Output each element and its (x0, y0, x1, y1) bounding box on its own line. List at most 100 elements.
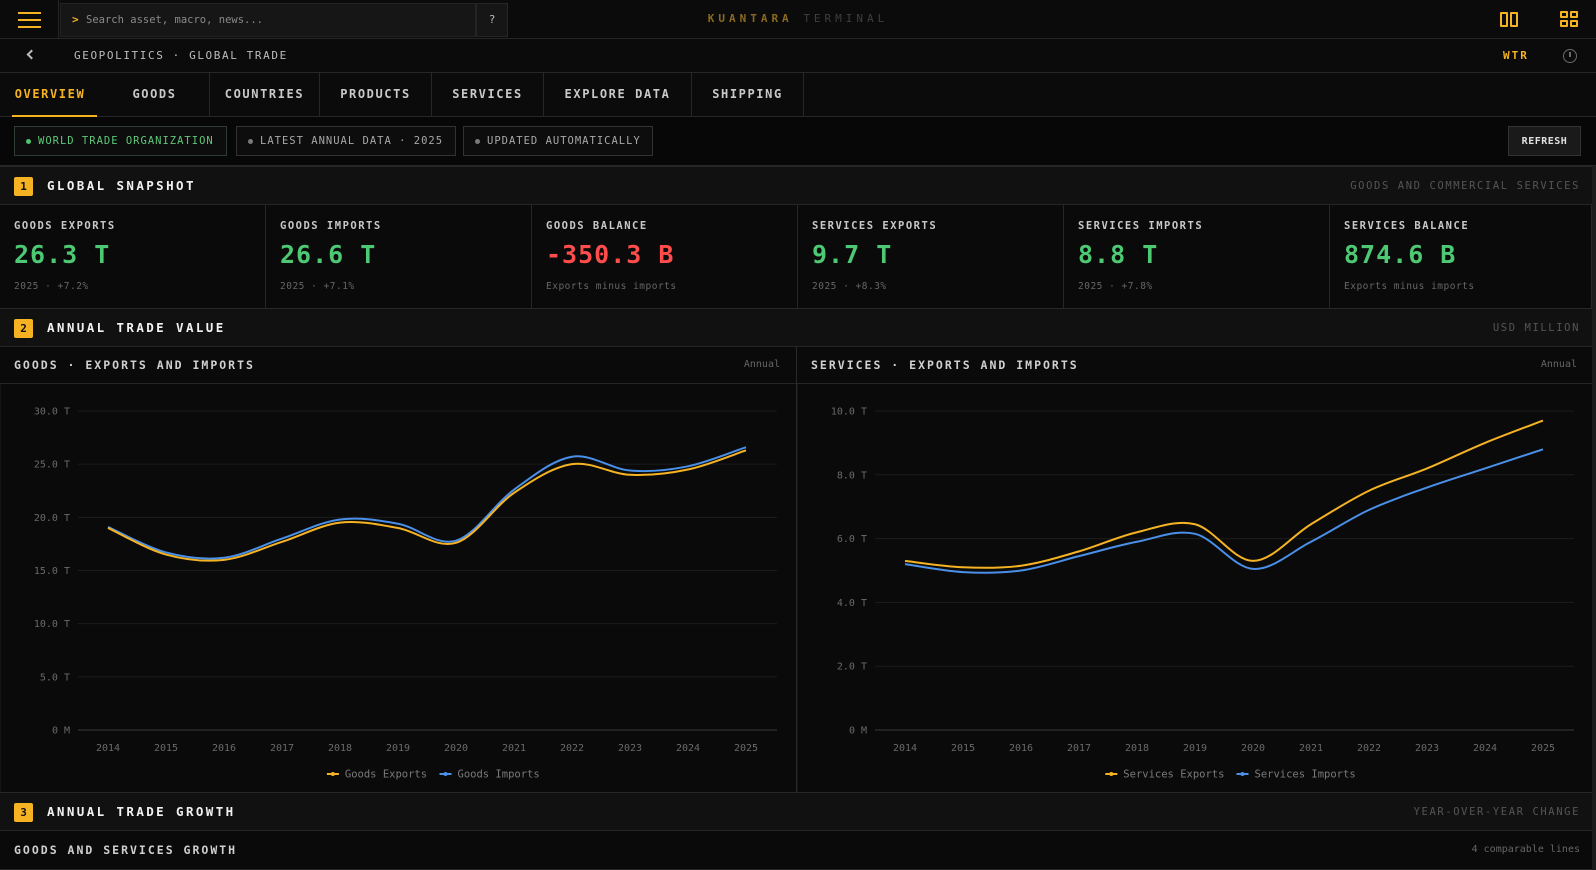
x-tick-label: 2015 (154, 743, 178, 754)
series-line-exports[interactable] (107, 449, 747, 562)
info-icon[interactable] (1563, 49, 1577, 63)
legend-item[interactable]: Goods Exports (326, 769, 427, 781)
kpi-services-exports[interactable]: SERVICES EXPORTS 9.7 T 2025 · +8.3% (798, 205, 1064, 308)
x-tick-label: 2020 (444, 743, 468, 754)
y-tick-label: 4.0 T (837, 598, 867, 609)
kpi-label: SERVICES BALANCE (1344, 220, 1470, 232)
kpi-services-imports[interactable]: SERVICES IMPORTS 8.8 T 2025 · +7.8% (1064, 205, 1330, 308)
x-tick-label: 2018 (328, 743, 352, 754)
legend-item[interactable]: Services Exports (1105, 769, 1224, 781)
search-box: > (60, 3, 476, 37)
status-dot-icon (26, 139, 31, 144)
brand-logo: KUANTARA TERMINAL (0, 12, 1596, 25)
panel-title: SERVICES · EXPORTS AND IMPORTS (811, 358, 1079, 372)
source-bar: WORLD TRADE ORGANIZATION LATEST ANNUAL D… (0, 117, 1596, 166)
legend-marker (1240, 772, 1245, 776)
legend-marker (1109, 772, 1114, 776)
x-tick-label: 2017 (1067, 743, 1091, 754)
kpi-value: 9.7 T (812, 240, 893, 269)
kpi-sub: 2025 · +7.2% (14, 281, 89, 292)
services-line-chart[interactable]: 0 M 2.0 T 4.0 T 6.0 T 8.0 T 10.0 T 2014 2015 201… (797, 384, 1594, 792)
section-number: 1 (14, 177, 33, 196)
x-tick-label: 2025 (734, 743, 758, 754)
services-chart-panel: SERVICES · EXPORTS AND IMPORTS Annual 0 … (797, 347, 1594, 792)
split-view-icon[interactable] (1500, 11, 1520, 29)
panel-title: GOODS AND SERVICES GROWTH (14, 843, 238, 857)
x-tick-label: 2020 (1241, 743, 1265, 754)
legend-item[interactable]: Goods Imports (439, 769, 540, 781)
kpi-goods-imports[interactable]: GOODS IMPORTS 26.6 T 2025 · +7.1% (266, 205, 532, 308)
kpi-label: GOODS IMPORTS (280, 220, 382, 232)
y-tick-label: 8.0 T (837, 470, 867, 481)
section-title: ANNUAL TRADE GROWTH (47, 804, 236, 819)
y-tick-label: 15.0 T (34, 566, 70, 577)
kpi-sub: Exports minus imports (1344, 281, 1475, 292)
panel-title: GOODS · EXPORTS AND IMPORTS (14, 358, 255, 372)
search-input[interactable] (86, 4, 466, 36)
section-annual-trade-growth: 3 ANNUAL TRADE GROWTH YEAR-OVER-YEAR CHA… (0, 792, 1596, 831)
menu-icon[interactable] (0, 0, 59, 39)
back-chevron-icon[interactable] (22, 47, 38, 63)
series-line-imports[interactable] (107, 446, 747, 560)
section-global-snapshot: 1 GLOBAL SNAPSHOT GOODS AND COMMERCIAL S… (0, 166, 1596, 205)
panel-frequency[interactable]: Annual (1540, 359, 1577, 370)
section-note: YEAR-OVER-YEAR CHANGE (1413, 806, 1580, 818)
kpi-value: 26.6 T (280, 240, 377, 269)
panel-frequency[interactable]: Annual (743, 359, 780, 370)
refresh-button[interactable]: REFRESH (1508, 126, 1581, 156)
tab-products[interactable]: PRODUCTS (320, 73, 432, 117)
goods-line-chart[interactable]: 0 M 5.0 T 10.0 T 15.0 T 20.0 T 25.0 T 30.0 T 20… (0, 384, 797, 792)
tab-goods[interactable]: GOODS (100, 73, 210, 117)
kpi-value: 874.6 B (1344, 240, 1457, 269)
x-tick-label: 2014 (893, 743, 917, 754)
legend-label: Goods Imports (458, 769, 540, 781)
kpi-sub: Exports minus imports (546, 281, 677, 292)
panel-header: GOODS · EXPORTS AND IMPORTS Annual (0, 347, 796, 384)
tab-shipping[interactable]: SHIPPING (692, 73, 804, 117)
series-line-imports[interactable] (904, 448, 1544, 574)
chip-label: WORLD TRADE ORGANIZATION (38, 135, 214, 147)
kpi-sub: 2025 · +7.8% (1078, 281, 1153, 292)
x-tick-label: 2015 (951, 743, 975, 754)
tab-services[interactable]: SERVICES (432, 73, 544, 117)
source-chip-latest[interactable]: LATEST ANNUAL DATA · 2025 (236, 126, 456, 156)
module-code[interactable]: WTR (1503, 49, 1529, 62)
kpi-label: GOODS BALANCE (546, 220, 648, 232)
x-tick-label: 2019 (386, 743, 410, 754)
x-tick-label: 2019 (1183, 743, 1207, 754)
x-tick-label: 2024 (676, 743, 700, 754)
x-tick-label: 2016 (212, 743, 236, 754)
scrollbar[interactable] (1592, 166, 1596, 870)
goods-chart-panel: GOODS · EXPORTS AND IMPORTS Annual 0 M 5.… (0, 347, 797, 792)
section-number: 2 (14, 319, 33, 338)
x-tick-label: 2018 (1125, 743, 1149, 754)
panel-header: SERVICES · EXPORTS AND IMPORTS Annual (797, 347, 1593, 384)
legend-label: Goods Exports (345, 769, 427, 781)
tab-countries[interactable]: COUNTRIES (210, 73, 320, 117)
top-bar: > ? KUANTARA TERMINAL (0, 0, 1596, 39)
kpi-value: 8.8 T (1078, 240, 1159, 269)
tab-overview[interactable]: OVERVIEW (0, 73, 100, 117)
section-number: 3 (14, 803, 33, 822)
section-note: GOODS AND COMMERCIAL SERVICES (1350, 180, 1580, 192)
legend-item[interactable]: Services Imports (1236, 769, 1356, 781)
grid-view-icon[interactable] (1560, 11, 1580, 29)
series-line-exports[interactable] (904, 419, 1544, 569)
legend-label: Services Imports (1255, 769, 1356, 781)
x-tick-label: 2023 (1415, 743, 1439, 754)
source-chip-wto[interactable]: WORLD TRADE ORGANIZATION (14, 126, 227, 156)
prompt-caret-icon: > (72, 13, 79, 26)
section-title: GLOBAL SNAPSHOT (47, 178, 196, 193)
kpi-goods-balance[interactable]: GOODS BALANCE -350.3 B Exports minus imp… (532, 205, 798, 308)
kpi-goods-exports[interactable]: GOODS EXPORTS 26.3 T 2025 · +7.2% (0, 205, 266, 308)
kpi-services-balance[interactable]: SERVICES BALANCE 874.6 B Exports minus i… (1330, 205, 1592, 308)
kpi-value: 26.3 T (14, 240, 111, 269)
kpi-label: SERVICES EXPORTS (812, 220, 938, 232)
y-tick-label: 5.0 T (40, 672, 70, 683)
y-tick-label: 6.0 T (837, 534, 867, 545)
y-tick-label: 2.0 T (837, 662, 867, 673)
help-button[interactable]: ? (476, 3, 508, 37)
tab-explore-data[interactable]: EXPLORE DATA (544, 73, 692, 117)
legend-marker (443, 772, 448, 776)
source-chip-updated[interactable]: UPDATED AUTOMATICALLY (463, 126, 653, 156)
